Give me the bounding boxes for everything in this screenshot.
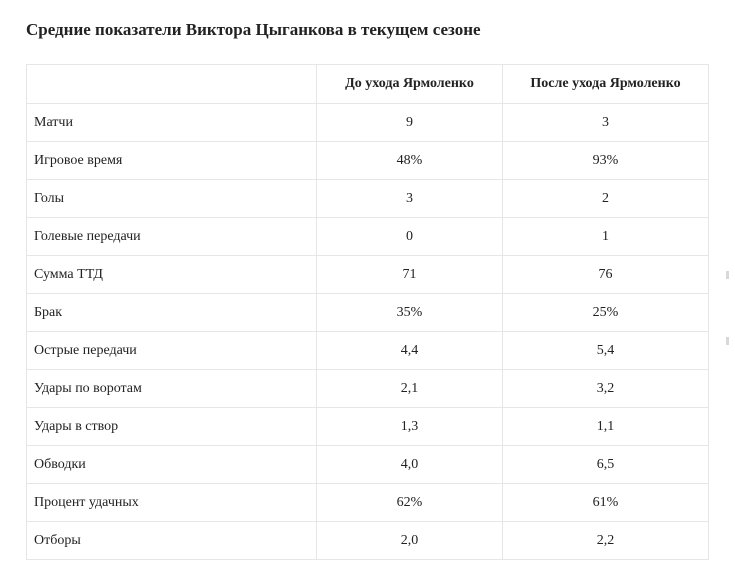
table-row: Голевые передачи 0 1 bbox=[26, 217, 709, 256]
value-before: 48% bbox=[316, 141, 503, 180]
table-row: Сумма ТТД 71 76 bbox=[26, 255, 709, 294]
value-after: 61% bbox=[502, 483, 709, 522]
table-row: Игровое время 48% 93% bbox=[26, 141, 709, 180]
page-title: Средние показатели Виктора Цыганкова в т… bbox=[26, 20, 481, 39]
table-row: Острые передачи 4,4 5,4 bbox=[26, 331, 709, 370]
scroll-indicator[interactable] bbox=[726, 337, 729, 345]
value-before: 3 bbox=[316, 179, 503, 218]
table-row: Обводки 4,0 6,5 bbox=[26, 445, 709, 484]
row-label: Голевые передачи bbox=[26, 217, 317, 256]
value-before: 71 bbox=[316, 255, 503, 294]
value-before: 2,1 bbox=[316, 369, 503, 408]
row-label: Удары в створ bbox=[26, 407, 317, 446]
value-before: 4,0 bbox=[316, 445, 503, 484]
row-label: Процент удачных bbox=[26, 483, 317, 522]
table-row: Процент удачных 62% 61% bbox=[26, 483, 709, 522]
row-label: Острые передачи bbox=[26, 331, 317, 370]
value-after: 3 bbox=[502, 103, 709, 142]
row-label: Удары по воротам bbox=[26, 369, 317, 408]
table-header-row: До ухода Ярмоленко После ухода Ярмоленко bbox=[26, 64, 709, 104]
row-label: Обводки bbox=[26, 445, 317, 484]
value-after: 2,2 bbox=[502, 521, 709, 560]
value-after: 2 bbox=[502, 179, 709, 218]
value-before: 9 bbox=[316, 103, 503, 142]
scroll-indicator[interactable] bbox=[726, 271, 729, 279]
table-row: Матчи 9 3 bbox=[26, 103, 709, 142]
header-after: После ухода Ярмоленко bbox=[502, 64, 709, 104]
value-after: 3,2 bbox=[502, 369, 709, 408]
row-label: Отборы bbox=[26, 521, 317, 560]
value-after: 76 bbox=[502, 255, 709, 294]
value-after: 93% bbox=[502, 141, 709, 180]
value-before: 35% bbox=[316, 293, 503, 332]
stats-table: До ухода Ярмоленко После ухода Ярмоленко… bbox=[26, 64, 709, 560]
row-label: Игровое время bbox=[26, 141, 317, 180]
value-after: 1,1 bbox=[502, 407, 709, 446]
table-row: Удары в створ 1,3 1,1 bbox=[26, 407, 709, 446]
header-empty-cell bbox=[26, 64, 317, 104]
row-label: Голы bbox=[26, 179, 317, 218]
value-before: 2,0 bbox=[316, 521, 503, 560]
table-row: Голы 3 2 bbox=[26, 179, 709, 218]
row-label: Сумма ТТД bbox=[26, 255, 317, 294]
header-before: До ухода Ярмоленко bbox=[316, 64, 503, 104]
table-row: Удары по воротам 2,1 3,2 bbox=[26, 369, 709, 408]
value-before: 0 bbox=[316, 217, 503, 256]
value-after: 1 bbox=[502, 217, 709, 256]
table-row: Отборы 2,0 2,2 bbox=[26, 521, 709, 560]
value-after: 5,4 bbox=[502, 331, 709, 370]
value-before: 1,3 bbox=[316, 407, 503, 446]
row-label: Матчи bbox=[26, 103, 317, 142]
value-after: 6,5 bbox=[502, 445, 709, 484]
value-before: 4,4 bbox=[316, 331, 503, 370]
value-before: 62% bbox=[316, 483, 503, 522]
table-row: Брак 35% 25% bbox=[26, 293, 709, 332]
value-after: 25% bbox=[502, 293, 709, 332]
row-label: Брак bbox=[26, 293, 317, 332]
